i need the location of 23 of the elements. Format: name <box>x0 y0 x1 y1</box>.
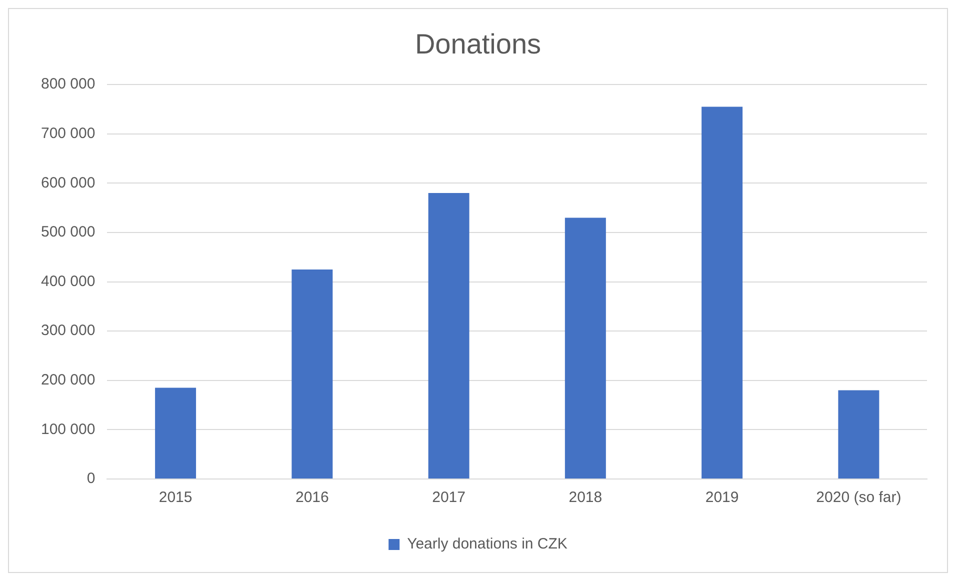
x-tick-label: 2016 <box>295 489 329 506</box>
x-tick-label: 2019 <box>705 489 739 506</box>
bar <box>702 106 743 478</box>
x-tick-label: 2018 <box>568 489 602 506</box>
x-tick-label: 2017 <box>432 489 466 506</box>
bar <box>564 218 606 478</box>
x-tick-label: 2015 <box>158 489 192 506</box>
y-tick-label: 200 000 <box>40 372 96 389</box>
x-tick-label: 2020 (so far) <box>816 489 902 506</box>
y-tick-label: 800 000 <box>40 76 96 93</box>
bar <box>155 388 196 478</box>
y-tick-label: 600 000 <box>40 174 96 192</box>
y-tick-label: 300 000 <box>40 322 96 340</box>
y-tick-label: 700 000 <box>40 125 96 142</box>
y-tick-label: 400 000 <box>40 272 96 290</box>
bar <box>428 193 470 478</box>
y-tick-label: 500 000 <box>40 224 96 241</box>
bar <box>292 269 333 478</box>
chart-title: Donations <box>414 28 542 60</box>
bar <box>838 390 880 478</box>
legend-label: Yearly donations in CZK <box>407 536 568 553</box>
y-tick-label: 0 <box>86 470 96 488</box>
y-tick-label: 100 000 <box>40 420 96 438</box>
